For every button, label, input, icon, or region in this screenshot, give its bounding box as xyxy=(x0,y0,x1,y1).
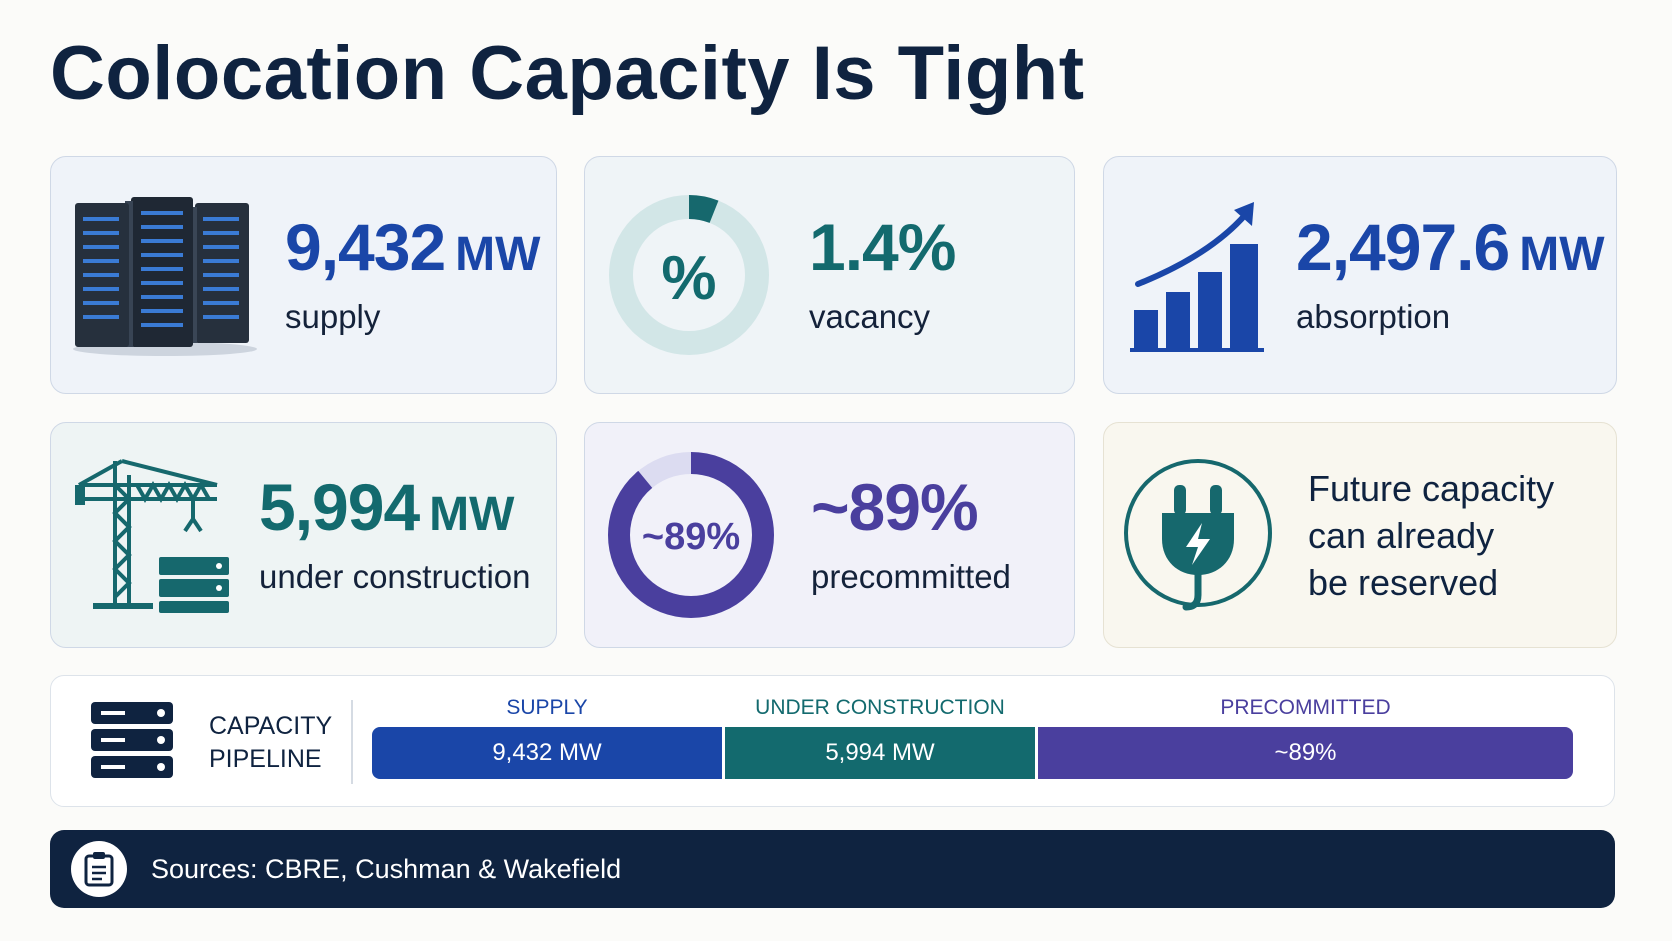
absorption-value: 2,497.6 MW xyxy=(1296,210,1605,284)
segment-header-precommitted: PRECOMMITTED xyxy=(1220,696,1391,719)
absorption-card: 2,497.6 MW absorption xyxy=(1103,156,1617,394)
vacancy-card: % 1.4% vacancy xyxy=(584,156,1075,394)
segment-bar-construction: 5,994 MW xyxy=(725,727,1035,779)
svg-text:%: % xyxy=(661,244,716,313)
construction-crane-icon xyxy=(75,455,235,615)
supply-card: 9,432 MW supply xyxy=(50,156,557,394)
future-capacity-line-2: can already xyxy=(1308,514,1495,556)
clipboard-icon xyxy=(71,841,127,897)
percent-gauge-icon: % xyxy=(607,193,771,357)
segment-header-construction: UNDER CONSTRUCTION xyxy=(755,696,1005,719)
construction-value: 5,994 MW xyxy=(259,470,515,544)
segment-header-supply: SUPPLY xyxy=(506,696,588,719)
supply-value: 9,432 MW xyxy=(285,210,541,284)
precommitted-card: ~89% ~89% precommitted xyxy=(584,422,1075,648)
vacancy-value: 1.4% xyxy=(809,210,956,284)
sources-footer: Sources: CBRE, Cushman & Wakefield xyxy=(50,830,1615,908)
capacity-pipeline: CAPACITY PIPELINE SUPPLY UNDER CONSTRUCT… xyxy=(50,675,1615,807)
absorption-label: absorption xyxy=(1296,298,1451,335)
future-capacity-line-3: be reserved xyxy=(1308,561,1499,603)
progress-ring-icon: ~89% xyxy=(607,451,775,619)
sources-text: Sources: CBRE, Cushman & Wakefield xyxy=(151,853,622,884)
pipeline-divider xyxy=(351,700,353,784)
future-capacity-line-1: Future capacity xyxy=(1308,467,1555,509)
svg-text:~89%: ~89% xyxy=(642,516,740,558)
pipeline-label: CAPACITY PIPELINE xyxy=(209,712,333,773)
growth-chart-icon xyxy=(1128,198,1268,352)
segment-bar-precommitted: ~89% xyxy=(1038,727,1573,779)
server-stack-icon xyxy=(91,702,173,787)
future-capacity-card: Future capacity can already be reserved xyxy=(1103,422,1617,648)
construction-card: 5,994 MW under construction xyxy=(50,422,557,648)
power-plug-icon xyxy=(1122,455,1274,615)
construction-label: under construction xyxy=(259,558,531,595)
page-title: Colocation Capacity Is Tight xyxy=(50,31,1085,116)
segment-bar-supply: 9,432 MW xyxy=(372,727,722,779)
precommitted-label: precommitted xyxy=(811,558,1011,595)
server-rack-icon xyxy=(71,191,259,359)
precommitted-value: ~89% xyxy=(811,470,979,544)
supply-label: supply xyxy=(285,298,381,335)
vacancy-label: vacancy xyxy=(809,298,931,335)
